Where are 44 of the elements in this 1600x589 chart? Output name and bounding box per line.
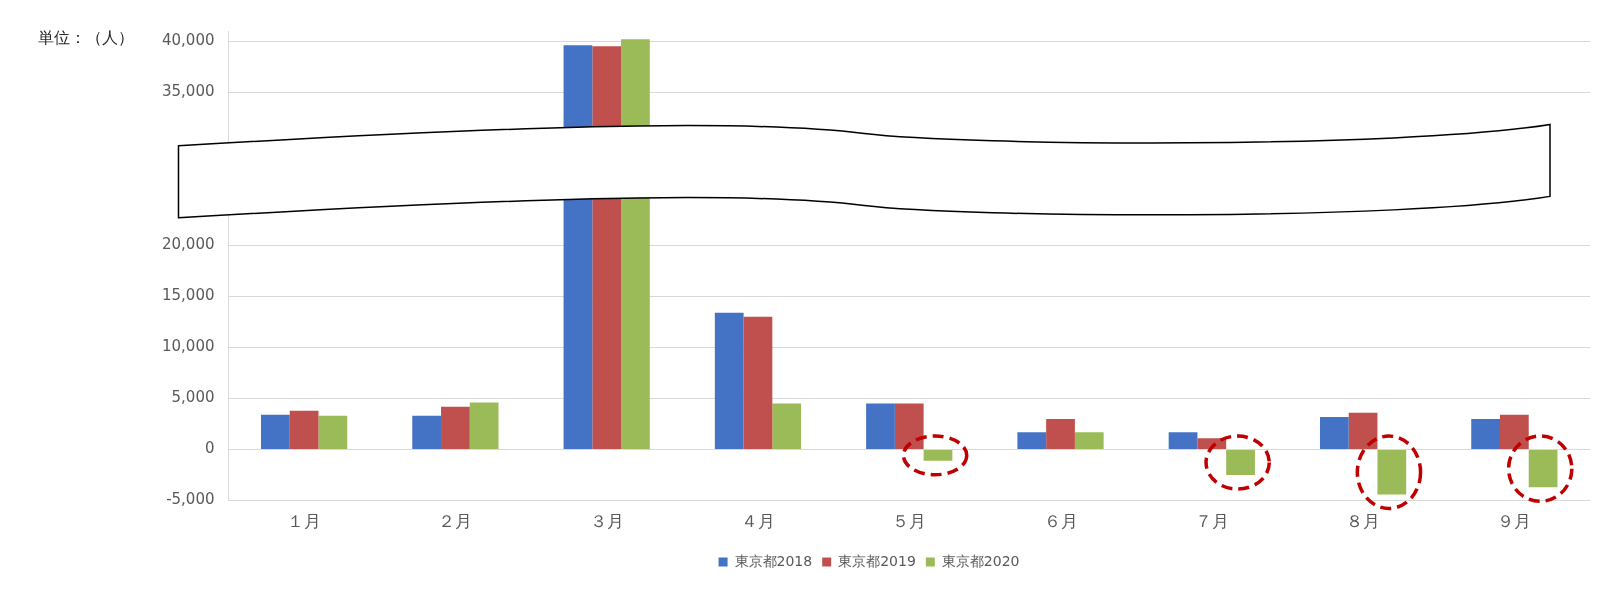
bar — [1168, 432, 1198, 450]
bar — [1348, 412, 1378, 450]
bar — [412, 415, 442, 450]
bar — [289, 410, 319, 450]
bar — [1499, 414, 1529, 450]
y-tick-label: 20,000 — [161, 235, 215, 254]
bar — [261, 414, 290, 450]
y-tick-label: 5,000 — [171, 388, 215, 407]
bar — [318, 415, 348, 450]
x-tick-label: ７月 — [1194, 511, 1229, 532]
bar — [1017, 432, 1047, 450]
y-tick-label: -5,000 — [166, 490, 215, 509]
legend-label: 東京都2018 — [734, 552, 813, 569]
bar — [866, 403, 895, 450]
bar — [1471, 418, 1500, 450]
y-tick-label: 15,000 — [161, 286, 215, 305]
x-tick-label: ６月 — [1043, 511, 1078, 532]
legend-label: 東京都2020 — [941, 552, 1020, 569]
x-tick-label: ３月 — [589, 511, 624, 532]
y-tick-label: 40,000 — [161, 31, 215, 50]
bar — [923, 450, 953, 461]
x-tick-label: ５月 — [892, 511, 927, 532]
bar — [1377, 450, 1407, 495]
y-tick-label: 10,000 — [161, 337, 215, 356]
y-axis-title: 単位：（人） — [38, 28, 134, 49]
bar — [743, 316, 773, 450]
bar — [441, 406, 470, 450]
x-tick-label: ２月 — [438, 511, 473, 532]
x-tick-label: １月 — [287, 511, 322, 532]
bar — [894, 403, 924, 450]
bar — [1046, 418, 1075, 450]
x-tick-label: ４月 — [740, 511, 775, 532]
y-tick-label: 35,000 — [161, 82, 215, 101]
y-tick-label: 0 — [204, 439, 215, 458]
bar — [1319, 416, 1349, 450]
x-tick-label: ８月 — [1346, 511, 1381, 532]
bar — [772, 403, 802, 450]
bar — [469, 402, 499, 450]
bar — [1226, 450, 1255, 476]
bar — [1074, 432, 1104, 450]
legend-label: 東京都2019 — [838, 552, 916, 569]
bar — [714, 312, 744, 450]
bar — [1528, 450, 1558, 488]
x-tick-label: ９月 — [1497, 511, 1532, 532]
